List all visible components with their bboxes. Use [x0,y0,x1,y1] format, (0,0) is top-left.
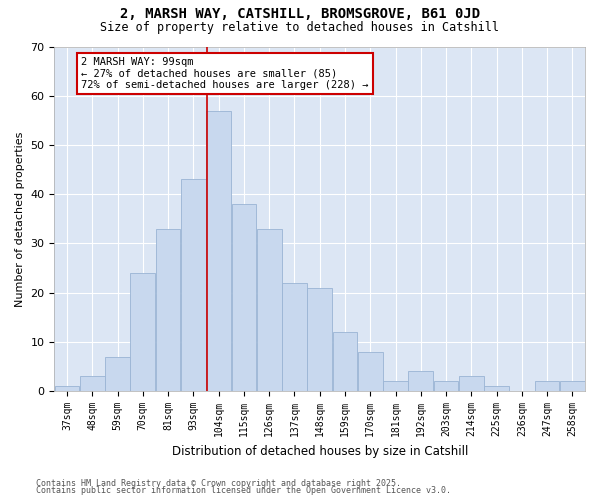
Text: 2 MARSH WAY: 99sqm
← 27% of detached houses are smaller (85)
72% of semi-detache: 2 MARSH WAY: 99sqm ← 27% of detached hou… [81,57,368,90]
Bar [307,288,332,391]
Bar [80,376,104,391]
Bar [383,382,408,391]
X-axis label: Distribution of detached houses by size in Catshill: Distribution of detached houses by size … [172,444,468,458]
Text: Size of property relative to detached houses in Catshill: Size of property relative to detached ho… [101,21,499,34]
Bar [459,376,484,391]
Text: 2, MARSH WAY, CATSHILL, BROMSGROVE, B61 0JD: 2, MARSH WAY, CATSHILL, BROMSGROVE, B61 … [120,8,480,22]
Y-axis label: Number of detached properties: Number of detached properties [15,131,25,306]
Bar [181,180,206,391]
Bar [232,204,256,391]
Bar [55,386,79,391]
Bar [409,372,433,391]
Bar [105,356,130,391]
Bar [156,228,181,391]
Bar [206,110,231,391]
Bar [332,332,358,391]
Text: Contains HM Land Registry data © Crown copyright and database right 2025.: Contains HM Land Registry data © Crown c… [36,478,401,488]
Bar [358,352,383,391]
Bar [130,273,155,391]
Bar [560,382,585,391]
Bar [484,386,509,391]
Bar [434,382,458,391]
Bar [282,283,307,391]
Bar [257,228,281,391]
Text: Contains public sector information licensed under the Open Government Licence v3: Contains public sector information licen… [36,486,451,495]
Bar [535,382,559,391]
